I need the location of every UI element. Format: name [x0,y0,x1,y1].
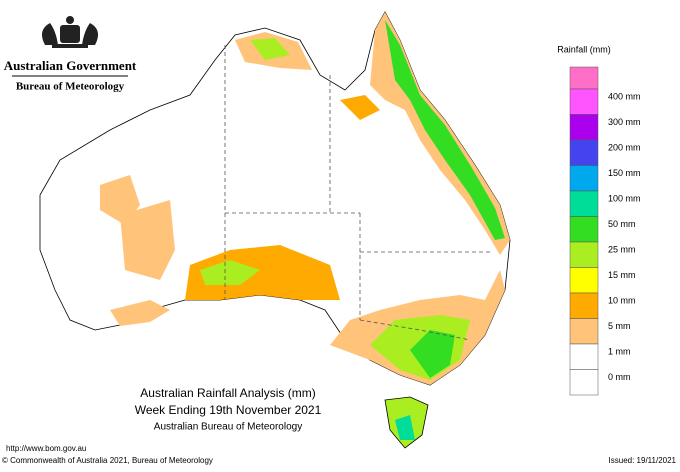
legend: 400 mm 300 mm 200 mm 150 mm 100 mm 50 mm 25 mm… [569,88,641,396]
legend-swatch [569,139,599,166]
legend-swatch [569,318,599,345]
legend-swatch [569,267,599,294]
government-name: Australian Government [4,58,137,73]
legend-swatch [569,88,599,115]
coat-of-arms [41,16,99,48]
legend-swatch [569,190,599,217]
map-subtitle: Week Ending 19th November 2021 [135,403,322,417]
footer-issued: Issued: 19/11/2021 [609,456,677,465]
legend-swatch [569,165,599,192]
legend-label: 200 mm [608,142,641,152]
map-source: Australian Bureau of Meteorology [154,422,302,433]
legend-label: 150 mm [608,168,641,178]
legend-title: Rainfall (mm) [557,44,611,54]
legend-label: 10 mm [608,295,636,305]
legend-swatch [569,241,599,268]
legend-label: 300 mm [608,117,641,127]
footer-url[interactable]: http://www.bom.gov.au [6,444,86,453]
australia-map [39,11,511,386]
footer-copyright: © Commonwealth of Australia 2021, Bureau… [2,456,213,465]
legend-label: 0 mm [608,372,631,382]
legend-swatch [569,114,599,141]
legend-label: 400 mm [608,91,641,101]
legend-label: 50 mm [608,219,636,229]
agency-name: Bureau of Meteorology [16,81,125,93]
legend-label: 1 mm [608,346,631,356]
legend-label: 25 mm [608,244,636,254]
legend-swatch-top [569,66,599,90]
legend-label: 5 mm [608,321,631,331]
map-title: Australian Rainfall Analysis (mm) [140,386,315,400]
legend-swatch [569,369,599,396]
legend-swatch [569,216,599,243]
tasmania-rain [395,415,415,440]
legend-swatch [569,292,599,319]
legend-swatch [569,343,599,370]
legend-label: 100 mm [608,193,641,203]
legend-label: 15 mm [608,270,636,280]
state-borders [224,45,490,341]
